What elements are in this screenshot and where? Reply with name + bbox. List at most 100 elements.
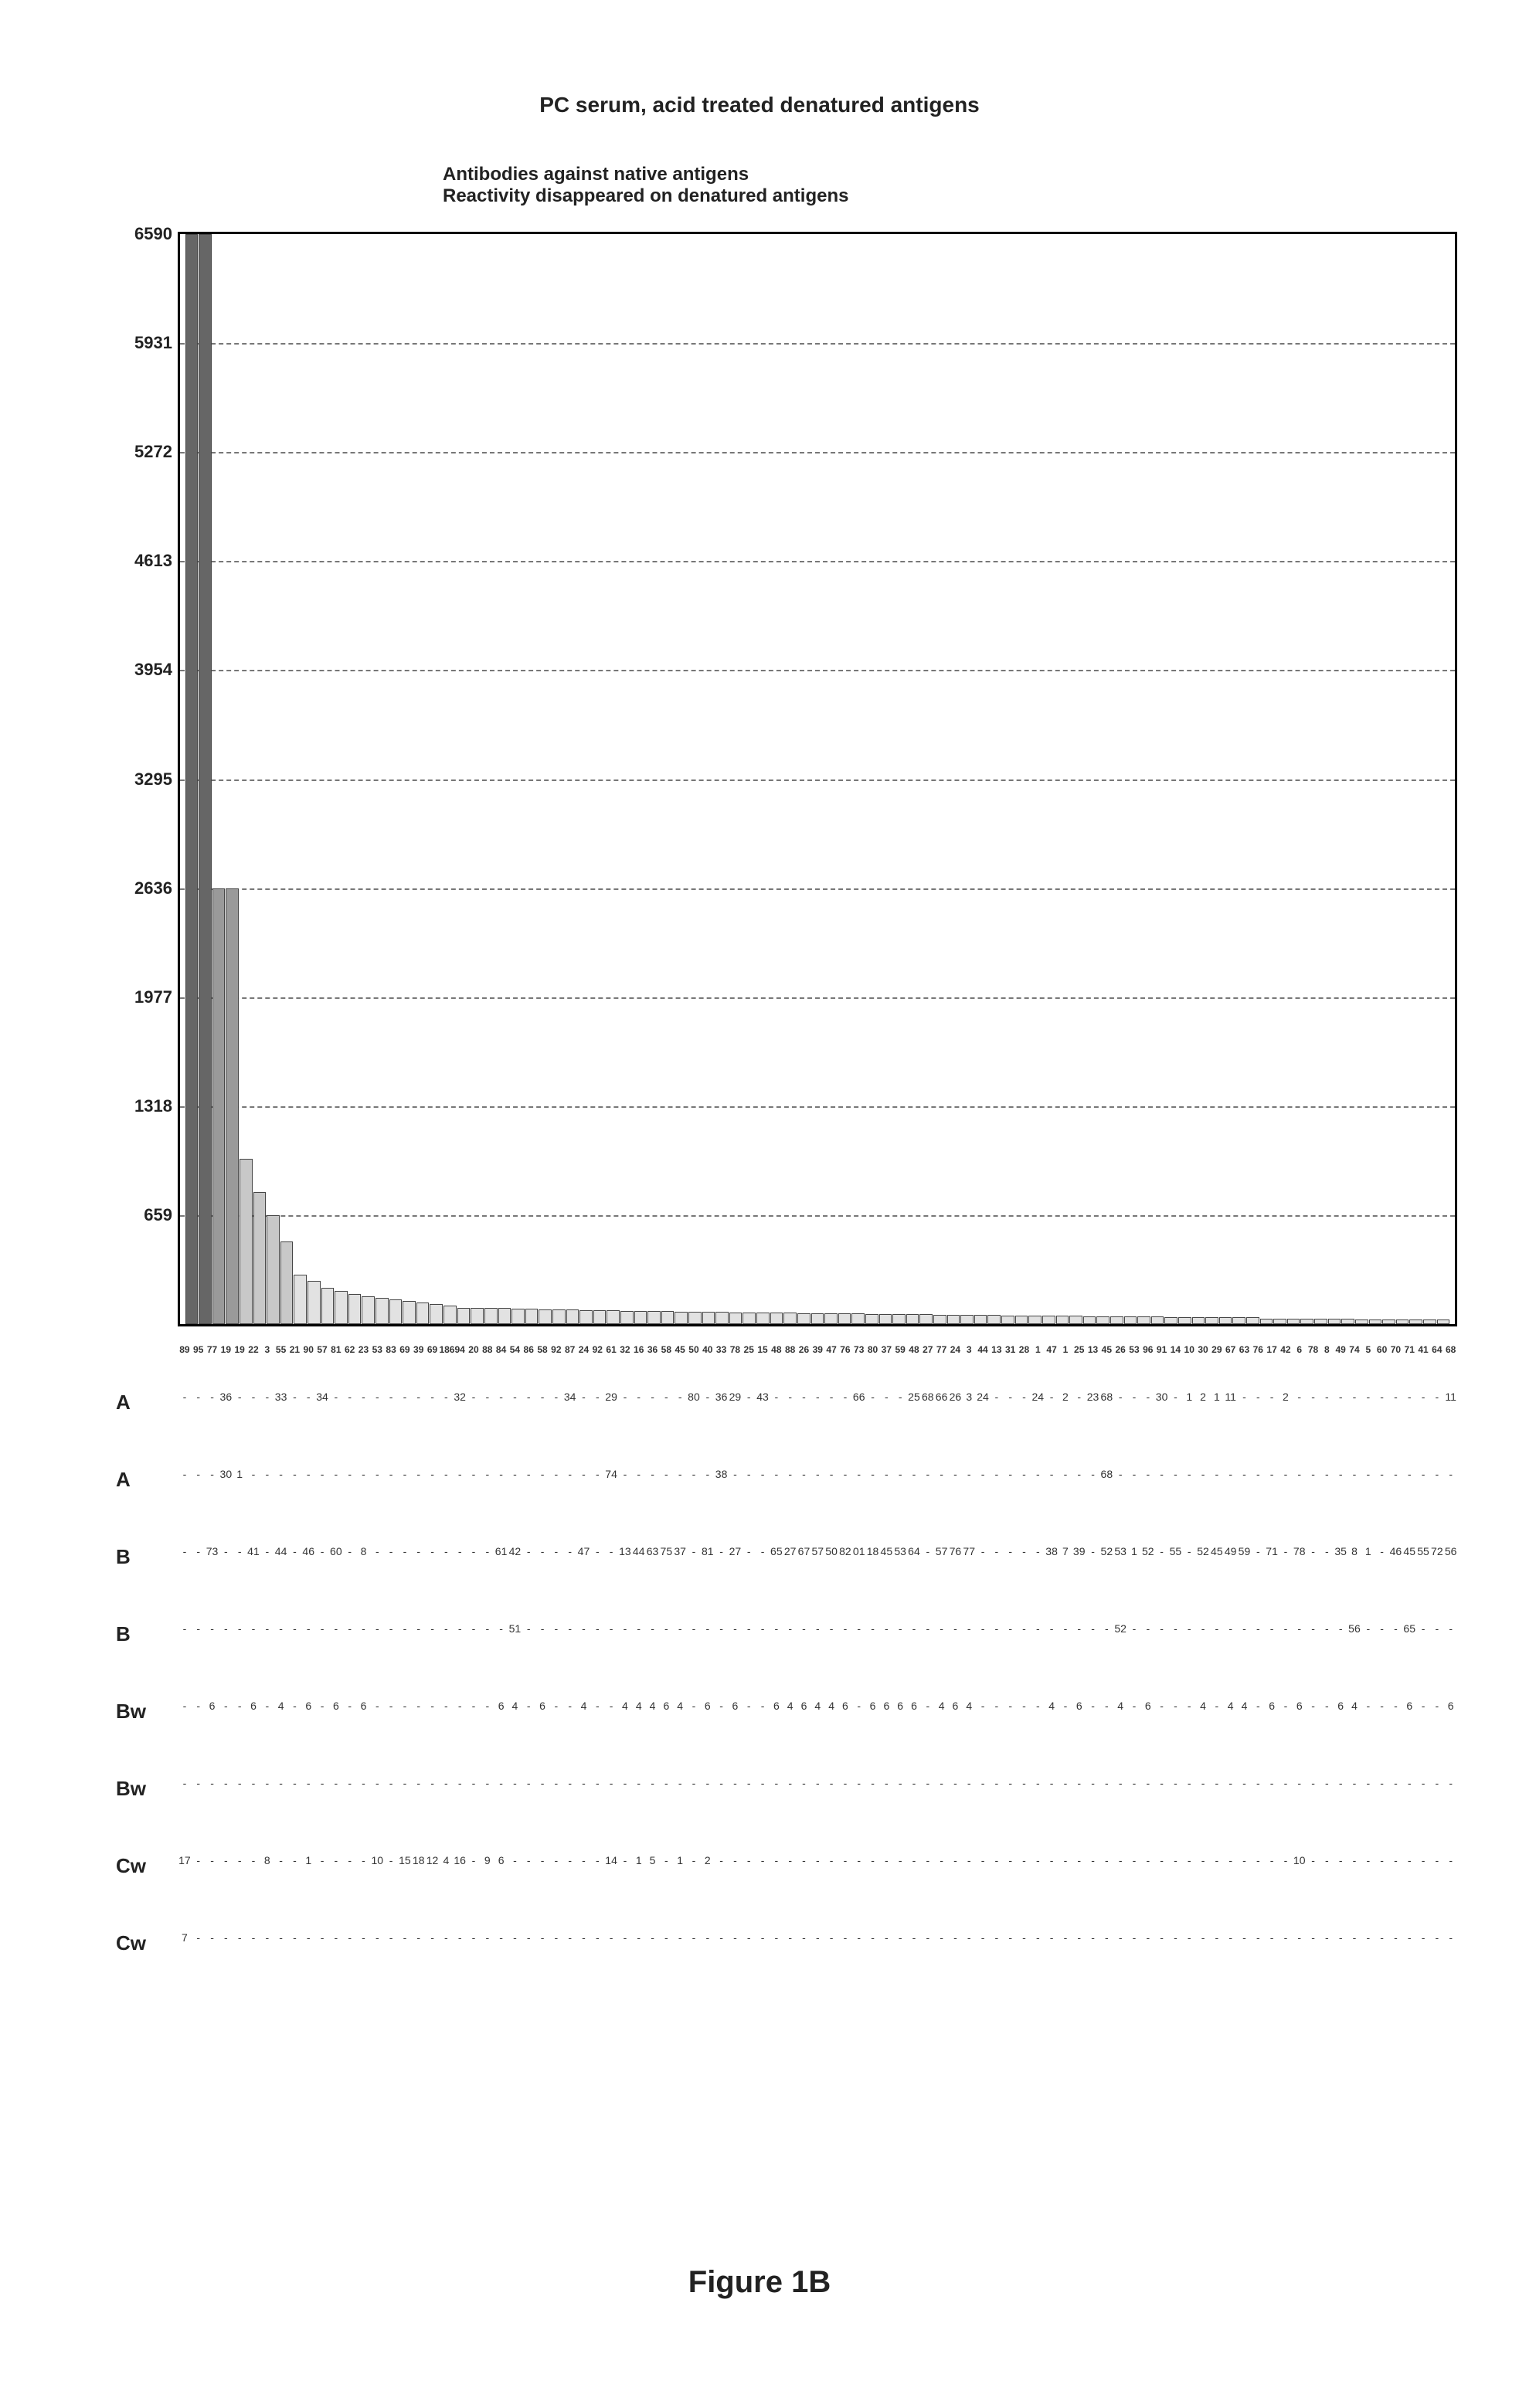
data-cell: - [1086,1622,1100,1635]
data-cell: - [1279,1545,1293,1557]
data-cell: - [632,1391,646,1403]
chart-bar [348,1294,362,1324]
data-cell: - [1018,1777,1031,1789]
data-cell: - [590,1777,604,1789]
data-cell: 33 [274,1391,288,1403]
data-cell: - [1141,1622,1155,1635]
data-cell: - [962,1854,976,1866]
data-cell: - [1347,1931,1361,1944]
chart-bar [389,1299,403,1324]
x-id-cell: 96 [1141,1344,1155,1355]
data-cell: - [301,1622,315,1635]
data-cell: - [687,1854,701,1866]
data-cell: - [398,1391,412,1403]
data-cell: - [1347,1854,1361,1866]
data-cell: - [1196,1854,1210,1866]
data-cell: - [1375,1391,1389,1403]
data-cell: - [715,1545,729,1557]
data-cell: - [412,1700,426,1712]
x-id-cell: 57 [315,1344,329,1355]
data-cell: 66 [935,1391,949,1403]
data-cell: - [715,1622,729,1635]
data-cell: - [976,1622,990,1635]
data-cell: - [535,1545,549,1557]
data-cell: 29 [604,1391,618,1403]
data-cell: - [439,1931,453,1944]
data-cell: - [246,1777,260,1789]
chart-bar [362,1296,375,1324]
data-cell: 80 [687,1391,701,1403]
data-cell: - [1265,1622,1279,1635]
data-cell: - [1059,1700,1072,1712]
data-cell: - [742,1931,756,1944]
chart-bars [180,234,1455,1324]
data-cell: 6 [701,1700,715,1712]
data-cell: - [1389,1700,1403,1712]
data-cell: 8 [260,1854,274,1866]
x-id-cell: 17 [1265,1344,1279,1355]
data-cell: - [1265,1854,1279,1866]
data-cell: - [907,1931,921,1944]
data-cell: - [976,1700,990,1712]
chart-bar [756,1313,770,1324]
data-cell: - [824,1931,838,1944]
data-cell: - [1196,1468,1210,1480]
chart-bar [566,1309,579,1324]
data-cell: - [384,1931,398,1944]
data-cell: - [426,1777,440,1789]
data-cell: - [1416,1854,1430,1866]
data-cell: - [976,1545,990,1557]
data-cell: - [357,1854,371,1866]
data-cell: - [1031,1854,1045,1866]
data-cell: 4 [646,1700,660,1712]
data-cell: - [1320,1777,1334,1789]
data-cell: - [729,1854,743,1866]
data-cell: - [879,1854,893,1866]
x-id-cell: 39 [810,1344,824,1355]
data-cell: 56 [1444,1545,1458,1557]
data-cell: - [770,1391,783,1403]
data-cell: 57 [810,1545,824,1557]
data-cell: - [976,1468,990,1480]
data-cell: - [315,1777,329,1789]
data-cell: - [1196,1931,1210,1944]
data-cell: - [1279,1854,1293,1866]
data-cell: - [494,1777,508,1789]
data-cell: - [1389,1391,1403,1403]
data-cell: - [467,1854,481,1866]
data-cell: 15 [398,1854,412,1866]
data-cell: - [893,1931,907,1944]
data-cell: - [1251,1545,1265,1557]
data-cell: - [522,1777,535,1789]
data-cell: - [1293,1622,1307,1635]
data-cell: 51 [508,1622,522,1635]
data-cell: 82 [838,1545,852,1557]
data-cell: 13 [618,1545,632,1557]
data-cell: 36 [715,1391,729,1403]
data-cell: 17 [178,1854,192,1866]
x-id-cell: 78 [729,1344,743,1355]
data-cell: - [508,1777,522,1789]
data-cell: - [439,1622,453,1635]
x-id-cell: 25 [742,1344,756,1355]
data-cell: - [893,1777,907,1789]
data-cell: - [508,1391,522,1403]
data-cell: 52 [1196,1545,1210,1557]
data-cell: - [481,1700,494,1712]
data-cell: - [398,1545,412,1557]
data-cell: - [687,1777,701,1789]
x-id-cell: 45 [1099,1344,1113,1355]
data-cell: - [481,1391,494,1403]
data-cell: 4 [274,1700,288,1712]
data-cell: 68 [1099,1468,1113,1480]
chart-bar [1409,1319,1422,1324]
data-cell: - [907,1854,921,1866]
chart-bar [620,1311,634,1324]
data-cell: - [535,1468,549,1480]
data-cell: - [824,1854,838,1866]
chart-bar [1219,1317,1232,1324]
data-cell: - [260,1545,274,1557]
data-cell: - [1169,1622,1183,1635]
data-cell: 78 [1293,1545,1307,1557]
row-label-bw: Bw [116,1700,162,1724]
